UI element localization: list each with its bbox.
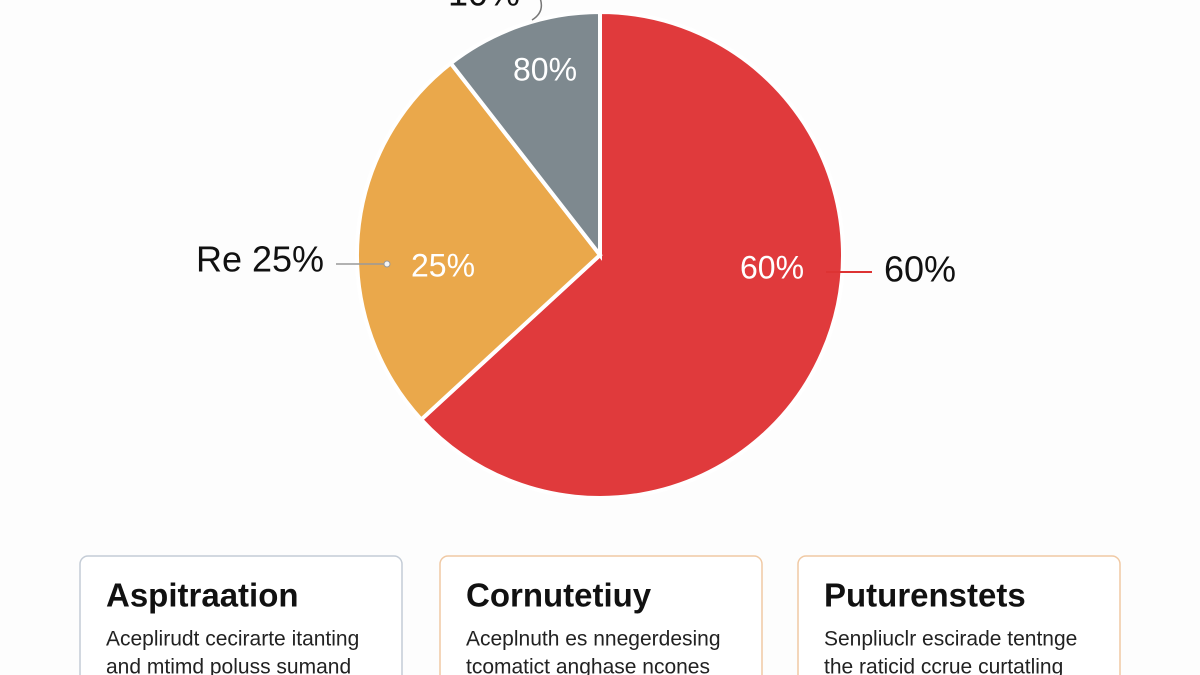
card	[79, 555, 403, 675]
pie-slice	[447, 9, 602, 261]
card	[439, 555, 763, 675]
outer-label: Re 25%	[196, 239, 324, 280]
outer-label: 60%	[884, 249, 956, 290]
leader-dot	[383, 260, 391, 268]
card-text: tcomatict anghase ncones	[466, 656, 710, 675]
card-title: Puturenstets	[824, 577, 1026, 614]
card-title: Aspitraation	[106, 577, 299, 614]
pie-slice	[355, 60, 603, 423]
card	[797, 555, 1121, 675]
slice-label: 25%	[411, 247, 475, 283]
pie-slice	[418, 9, 845, 500]
card-text: and mtimd poluss sumand	[106, 656, 351, 675]
leader-line	[531, 0, 543, 21]
card-text: Senpliuclr escirade tentnge	[824, 628, 1077, 651]
card-text: Aceplirudt cecirarte itanting	[106, 628, 359, 651]
card-title: Cornutetiuy	[466, 577, 652, 614]
slice-label: 80%	[513, 51, 577, 87]
card-text: the raticid ccrue curtatling	[824, 656, 1063, 675]
slice-label: 60%	[740, 249, 804, 285]
card-text: Aceplnuth es nnegerdesing	[466, 628, 721, 651]
outer-label: 10%	[448, 0, 520, 14]
